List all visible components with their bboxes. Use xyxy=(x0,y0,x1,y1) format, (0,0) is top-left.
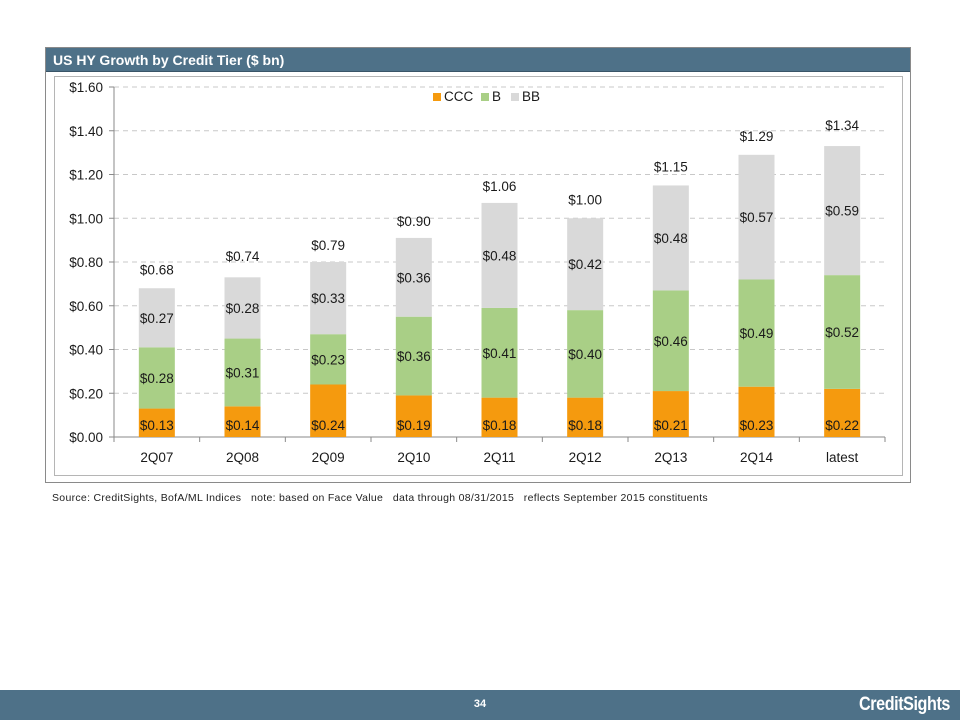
data-label-b: $0.49 xyxy=(740,326,774,341)
bar-b xyxy=(224,338,261,407)
data-label-bb: $0.42 xyxy=(568,257,602,272)
data-label-bb: $0.48 xyxy=(483,248,517,263)
bar-bb xyxy=(138,288,175,348)
data-label-ccc: $0.18 xyxy=(568,418,602,433)
total-label: $1.34 xyxy=(825,118,859,133)
bar-b xyxy=(824,275,861,389)
source-note: Source: CreditSights, BofA/ML Indices no… xyxy=(52,492,708,504)
total-label: $1.00 xyxy=(568,192,602,207)
y-tick-label: $0.60 xyxy=(69,299,103,314)
data-label-ccc: $0.24 xyxy=(311,418,345,433)
y-tick-label: $0.20 xyxy=(69,386,103,401)
x-tick-label: 2Q11 xyxy=(483,450,515,465)
bar-bb xyxy=(395,237,432,317)
total-label: $0.74 xyxy=(226,249,260,264)
chart-panel: US HY Growth by Credit Tier ($ bn) $0.00… xyxy=(45,47,911,483)
x-tick-label: 2Q14 xyxy=(740,450,774,465)
chart-title: US HY Growth by Credit Tier ($ bn) xyxy=(46,48,910,72)
bar-b xyxy=(138,347,175,409)
data-label-ccc: $0.14 xyxy=(226,418,260,433)
bar-b xyxy=(310,334,347,385)
y-tick-label: $1.00 xyxy=(69,211,103,226)
bar-ccc xyxy=(567,397,604,437)
data-label-ccc: $0.18 xyxy=(483,418,517,433)
data-label-ccc: $0.19 xyxy=(397,418,431,433)
bar-ccc xyxy=(481,397,518,437)
data-label-bb: $0.48 xyxy=(654,231,688,246)
bar-b xyxy=(481,307,518,398)
total-label: $1.06 xyxy=(483,179,517,194)
bar-ccc xyxy=(310,384,347,437)
x-tick-label: 2Q12 xyxy=(569,450,602,465)
bar-b xyxy=(567,310,604,398)
data-label-bb: $0.33 xyxy=(311,291,345,306)
data-label-bb: $0.27 xyxy=(140,311,174,326)
total-label: $0.90 xyxy=(397,214,431,229)
legend-label-bb: BB xyxy=(522,89,540,104)
total-label: $1.15 xyxy=(654,159,688,174)
data-label-b: $0.41 xyxy=(483,346,517,361)
data-label-ccc: $0.23 xyxy=(740,418,774,433)
footer-bar: 34 CreditSights xyxy=(0,690,960,720)
x-tick-label: latest xyxy=(826,450,859,465)
x-tick-label: 2Q07 xyxy=(140,450,173,465)
data-label-bb: $0.57 xyxy=(740,210,774,225)
bar-b xyxy=(652,290,689,392)
brand-logo: CreditSights xyxy=(859,694,950,715)
data-label-bb: $0.36 xyxy=(397,270,431,285)
stacked-bar-chart: $0.00 $0.20 $0.40 $0.60 $0.80 $1.00 $1.20 $1.40… xyxy=(69,80,886,465)
total-label: $1.29 xyxy=(740,129,774,144)
y-tick-label: $0.80 xyxy=(69,255,103,270)
data-label-ccc: $0.13 xyxy=(140,418,174,433)
x-tick-label: 2Q13 xyxy=(654,450,687,465)
bar-ccc xyxy=(395,395,432,437)
y-tick-label: $1.40 xyxy=(69,124,103,139)
bar-ccc xyxy=(652,391,689,437)
data-label-ccc: $0.21 xyxy=(654,418,688,433)
data-label-b: $0.40 xyxy=(568,347,602,362)
bar-b xyxy=(738,279,775,387)
x-tick-label: 2Q09 xyxy=(312,450,345,465)
bar-ccc xyxy=(138,408,175,437)
x-tick-label: 2Q10 xyxy=(397,450,430,465)
data-label-b: $0.31 xyxy=(226,365,260,380)
y-tick-label: $1.60 xyxy=(69,80,103,95)
plot-frame: $0.00 $0.20 $0.40 $0.60 $0.80 $1.00 $1.20 $1.40… xyxy=(54,76,903,476)
bar-bb xyxy=(310,262,347,335)
legend-swatch-bb xyxy=(511,93,519,101)
bar-ccc xyxy=(738,386,775,437)
x-tick-label: 2Q08 xyxy=(226,450,259,465)
data-label-b: $0.36 xyxy=(397,349,431,364)
bar-bb xyxy=(567,218,604,311)
total-label: $0.79 xyxy=(311,238,345,253)
data-label-b: $0.28 xyxy=(140,371,174,386)
total-label: $0.68 xyxy=(140,262,174,277)
bar-ccc xyxy=(224,406,261,437)
page-number: 34 xyxy=(473,698,487,710)
bar-ccc xyxy=(824,388,861,437)
legend-label-b: B xyxy=(492,89,501,104)
bar-bb xyxy=(824,146,861,276)
y-tick-label: $0.40 xyxy=(69,343,103,358)
data-label-ccc: $0.22 xyxy=(825,418,859,433)
legend-swatch-b xyxy=(481,93,489,101)
bar-bb xyxy=(224,277,261,339)
bar-bb xyxy=(738,154,775,280)
legend-swatch-ccc xyxy=(433,93,441,101)
data-label-b: $0.52 xyxy=(825,325,859,340)
legend-label-ccc: CCC xyxy=(444,89,473,104)
data-label-b: $0.46 xyxy=(654,334,688,349)
data-label-bb: $0.28 xyxy=(226,301,260,316)
data-label-b: $0.23 xyxy=(311,352,345,367)
bar-bb xyxy=(481,202,518,308)
data-label-bb: $0.59 xyxy=(825,204,859,219)
y-tick-label: $0.00 xyxy=(69,430,103,445)
y-tick-label: $1.20 xyxy=(69,168,103,183)
bar-b xyxy=(395,316,432,396)
bar-bb xyxy=(652,185,689,291)
